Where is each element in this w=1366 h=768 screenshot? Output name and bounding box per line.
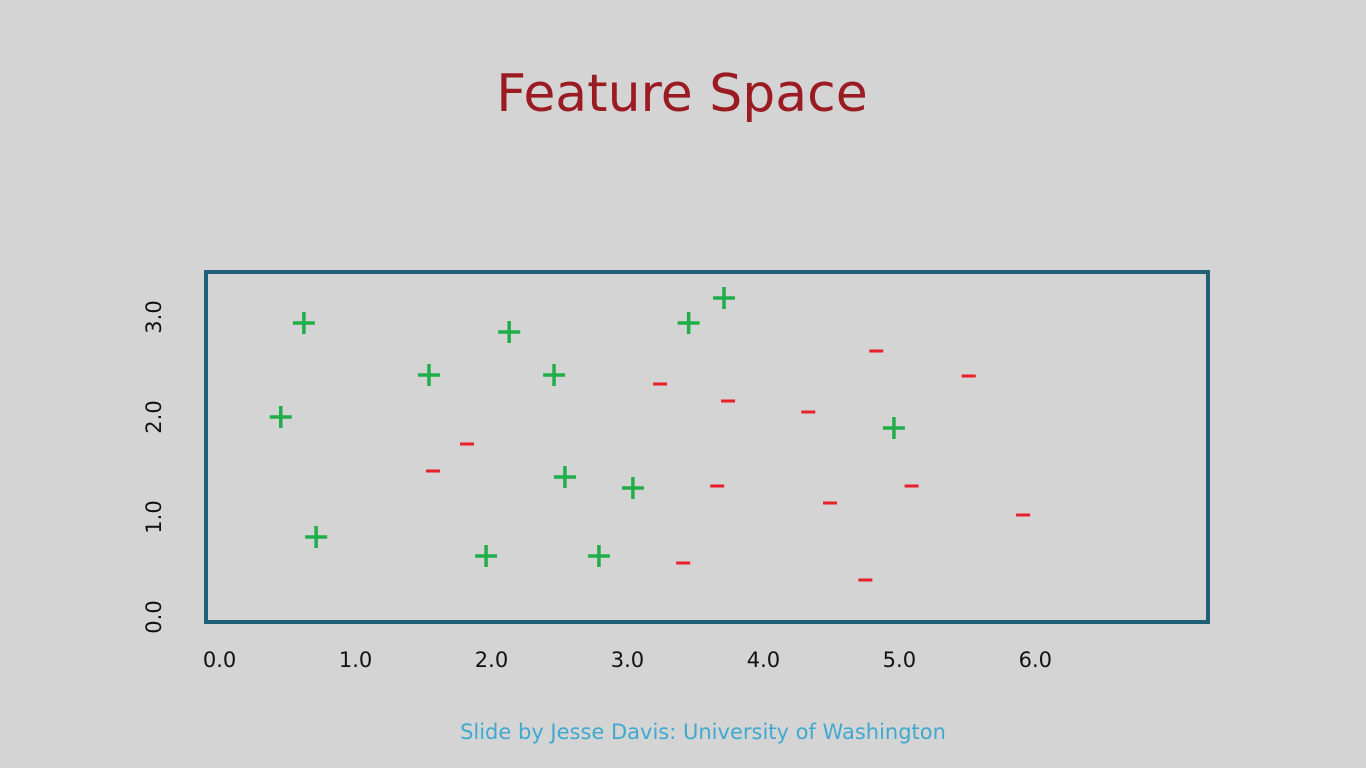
x-tick-label: 0.0 (203, 648, 236, 672)
point (553, 466, 576, 488)
y-tick-label: 3.0 (142, 300, 166, 333)
x-tick-label: 3.0 (611, 648, 644, 672)
point (543, 364, 566, 386)
x-tick-label: 1.0 (339, 648, 372, 672)
point (882, 417, 905, 439)
y-tick-label: 0.0 (142, 600, 166, 633)
point (305, 526, 328, 548)
point (475, 545, 498, 567)
point (498, 321, 521, 343)
point (587, 545, 610, 567)
point (417, 364, 440, 386)
y-tick-label: 1.0 (142, 500, 166, 533)
chart-title: Feature Space (496, 64, 868, 124)
y-tick-label: 2.0 (142, 400, 166, 433)
x-tick-label: 4.0 (747, 648, 780, 672)
x-tick-label: 2.0 (475, 648, 508, 672)
x-tick-label: 6.0 (1019, 648, 1052, 672)
point (677, 312, 700, 334)
footer: Slide by Jesse Davis: University of Wash… (460, 720, 946, 744)
x-tick-label: 5.0 (883, 648, 916, 672)
point (712, 287, 735, 309)
point (292, 312, 315, 334)
plot-frame (204, 270, 1210, 624)
point (269, 406, 292, 428)
point (621, 477, 644, 499)
